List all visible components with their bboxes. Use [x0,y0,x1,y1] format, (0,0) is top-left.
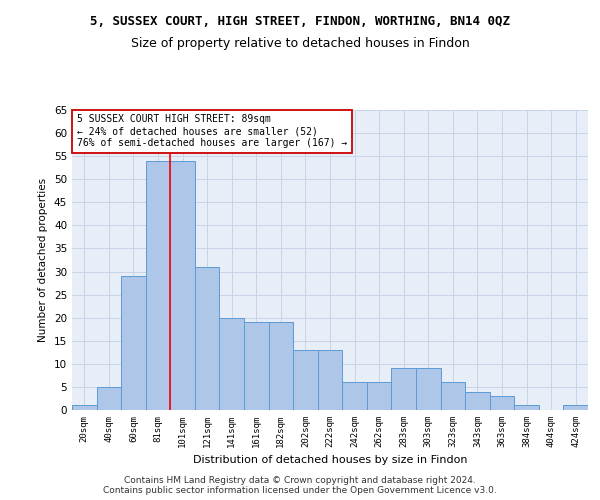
Bar [121,276,146,410]
Bar [146,161,170,410]
Text: 5, SUSSEX COURT, HIGH STREET, FINDON, WORTHING, BN14 0QZ: 5, SUSSEX COURT, HIGH STREET, FINDON, WO… [90,15,510,28]
Bar [416,368,440,410]
Bar [269,322,293,410]
Y-axis label: Number of detached properties: Number of detached properties [38,178,49,342]
Text: Contains public sector information licensed under the Open Government Licence v3: Contains public sector information licen… [103,486,497,495]
Bar [440,382,465,410]
Text: 5 SUSSEX COURT HIGH STREET: 89sqm
← 24% of detached houses are smaller (52)
76% : 5 SUSSEX COURT HIGH STREET: 89sqm ← 24% … [77,114,347,148]
Bar [367,382,391,410]
Bar [72,406,97,410]
Bar [342,382,367,410]
Bar [490,396,514,410]
X-axis label: Distribution of detached houses by size in Findon: Distribution of detached houses by size … [193,456,467,466]
Bar [170,161,195,410]
Text: Contains HM Land Registry data © Crown copyright and database right 2024.: Contains HM Land Registry data © Crown c… [124,476,476,485]
Text: Size of property relative to detached houses in Findon: Size of property relative to detached ho… [131,38,469,51]
Bar [465,392,490,410]
Bar [293,350,318,410]
Bar [97,387,121,410]
Bar [514,406,539,410]
Bar [318,350,342,410]
Bar [563,406,588,410]
Bar [391,368,416,410]
Bar [220,318,244,410]
Bar [244,322,269,410]
Bar [195,267,220,410]
